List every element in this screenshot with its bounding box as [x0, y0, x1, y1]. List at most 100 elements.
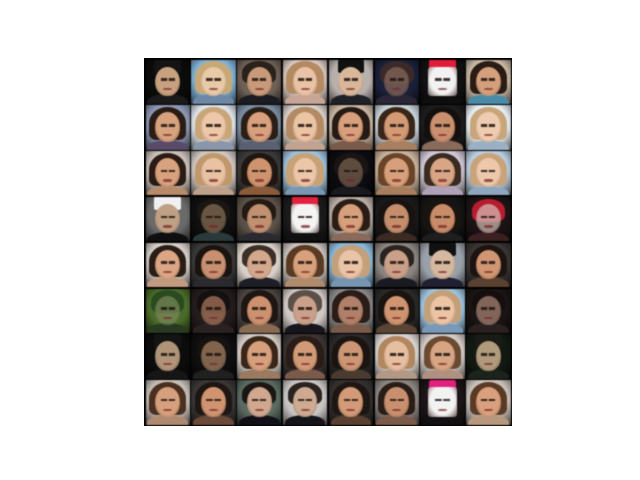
- shoulders: [422, 414, 463, 425]
- face: [246, 158, 272, 188]
- mouth: [300, 316, 310, 320]
- shoulders: [376, 368, 418, 379]
- eyes: [206, 123, 221, 127]
- mouth: [392, 408, 402, 411]
- eyes: [252, 307, 267, 310]
- face-tile-59: [237, 380, 282, 425]
- mouth: [254, 271, 264, 274]
- face-tile-18: [191, 151, 236, 196]
- eyes: [160, 123, 175, 127]
- eyes: [343, 261, 358, 265]
- eyes: [298, 78, 313, 81]
- eyes: [206, 307, 221, 310]
- shoulders: [238, 277, 280, 288]
- shoulders: [238, 231, 280, 242]
- shoulders: [238, 323, 280, 333]
- eyes: [481, 398, 496, 402]
- eyes: [435, 123, 450, 127]
- shoulders: [284, 414, 326, 425]
- mouth: [163, 133, 173, 136]
- eyes: [206, 261, 221, 265]
- mouth: [163, 362, 173, 365]
- shoulders: [238, 414, 280, 425]
- eyes: [435, 398, 450, 402]
- face: [155, 66, 181, 96]
- face: [338, 204, 364, 234]
- shoulders: [376, 94, 418, 104]
- face-tile-25: [145, 196, 190, 242]
- face-tile-21: [328, 151, 374, 196]
- mouth: [209, 179, 218, 182]
- shoulders: [238, 368, 280, 379]
- face: [292, 66, 318, 96]
- eyes: [160, 215, 175, 219]
- shoulders: [422, 323, 463, 333]
- eyes: [252, 78, 267, 81]
- eyes: [481, 169, 496, 173]
- face-tile-47: [420, 288, 465, 333]
- mouth: [483, 179, 493, 182]
- face: [430, 341, 455, 371]
- face: [246, 66, 272, 96]
- eyes: [252, 215, 267, 219]
- face-tile-12: [282, 105, 328, 150]
- mouth: [346, 133, 356, 136]
- face-tile-20: [282, 151, 328, 196]
- face: [384, 341, 410, 371]
- face-tile-30: [374, 196, 419, 242]
- face: [292, 249, 318, 280]
- shoulders: [422, 139, 463, 150]
- eyes: [160, 398, 175, 402]
- face: [155, 158, 181, 188]
- face-tile-11: [237, 105, 282, 150]
- face-tile-39: [420, 242, 465, 288]
- face-tile-16: [466, 105, 511, 150]
- shoulders: [193, 277, 234, 288]
- shoulders: [330, 277, 372, 288]
- face: [292, 295, 318, 325]
- mouth: [438, 225, 447, 228]
- mouth: [346, 87, 356, 91]
- face: [384, 295, 410, 325]
- face-tile-61: [328, 380, 374, 425]
- mouth: [438, 133, 447, 136]
- mouth: [392, 179, 402, 182]
- shoulders: [467, 323, 509, 333]
- mouth: [254, 179, 264, 182]
- face-tile-31: [420, 196, 465, 242]
- shoulders: [467, 414, 509, 425]
- eyes: [481, 215, 496, 219]
- face: [201, 249, 226, 280]
- mouth: [392, 133, 402, 136]
- mouth: [209, 362, 218, 365]
- face: [292, 341, 318, 371]
- shoulders: [147, 139, 189, 150]
- shoulders: [193, 139, 234, 150]
- face-tile-9: [145, 105, 190, 150]
- shoulders: [422, 277, 463, 288]
- face-tile-38: [374, 242, 419, 288]
- face: [430, 112, 455, 142]
- eyes: [435, 307, 450, 310]
- eyes: [481, 352, 496, 356]
- eyes: [343, 215, 358, 219]
- face-tile-58: [191, 380, 236, 425]
- mouth: [438, 179, 447, 182]
- mouth: [438, 316, 447, 320]
- face: [155, 295, 181, 325]
- shoulders: [238, 94, 280, 104]
- eyes: [206, 78, 221, 81]
- eyes: [298, 307, 313, 310]
- face-tile-10: [191, 105, 236, 150]
- face-tile-32: [466, 196, 511, 242]
- shoulders: [467, 231, 509, 242]
- eyes: [343, 352, 358, 356]
- face: [338, 387, 364, 417]
- face-tile-37: [328, 242, 374, 288]
- shoulders: [147, 185, 189, 196]
- mouth: [209, 316, 218, 320]
- face: [475, 204, 501, 234]
- eyes: [481, 307, 496, 310]
- mouth: [346, 225, 356, 228]
- face: [201, 112, 226, 142]
